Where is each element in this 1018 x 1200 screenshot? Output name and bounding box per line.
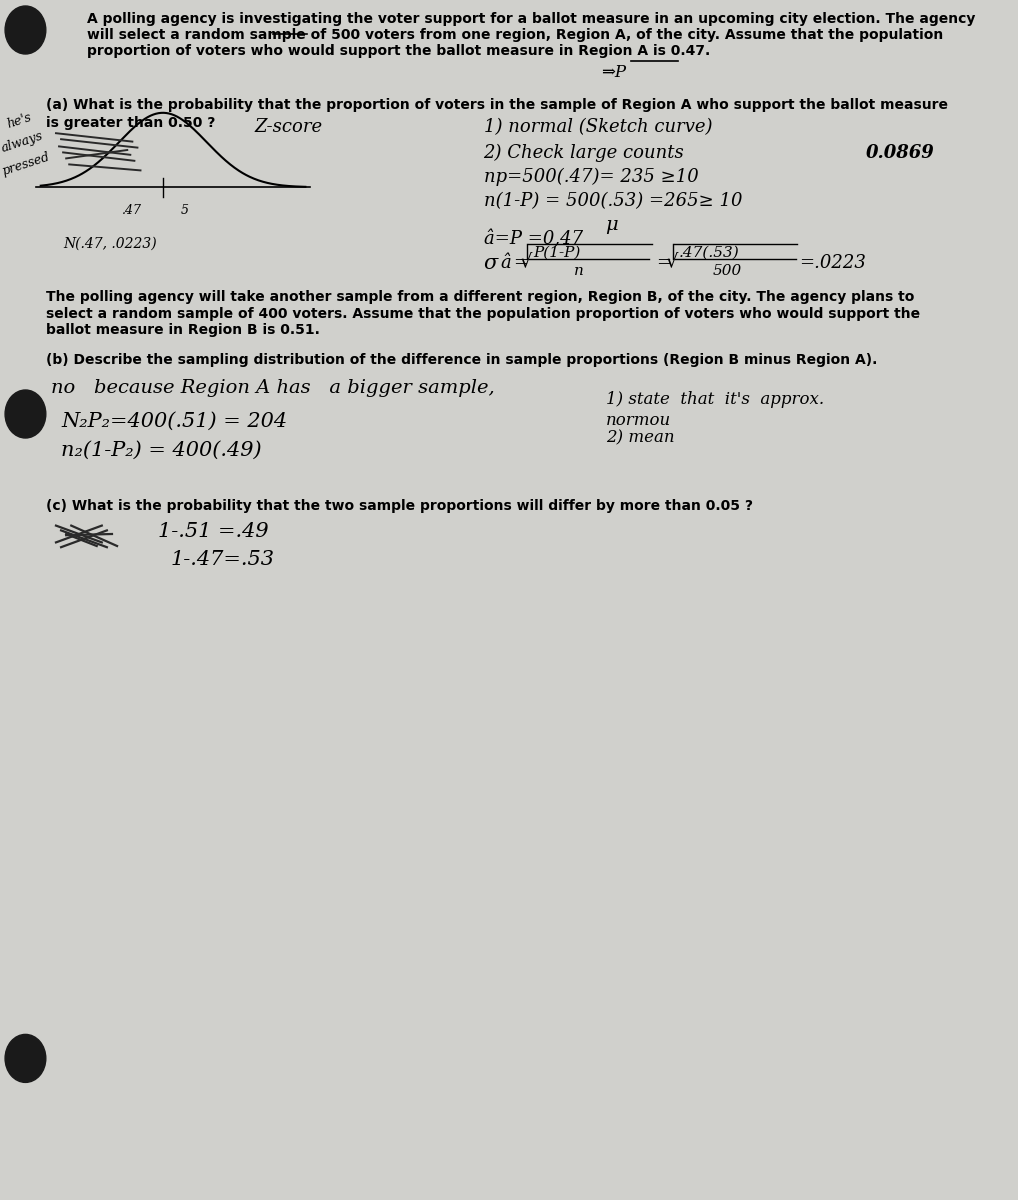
Text: √: √ (666, 252, 678, 270)
Text: P(1-P): P(1-P) (533, 246, 581, 260)
Text: 1-.47=.53: 1-.47=.53 (171, 550, 275, 569)
Text: =: = (513, 254, 528, 272)
Text: â: â (501, 254, 512, 272)
Text: μ: μ (605, 216, 617, 234)
Text: .47: .47 (122, 204, 143, 217)
Text: 5: 5 (181, 204, 189, 217)
Text: (b) Describe the sampling distribution of the difference in sample proportions (: (b) Describe the sampling distribution o… (46, 353, 878, 367)
Text: n: n (574, 264, 584, 278)
Text: â=P =0,47: â=P =0,47 (484, 230, 582, 248)
Text: n(1-P) = 500(.53) =265≥ 10: n(1-P) = 500(.53) =265≥ 10 (484, 192, 742, 210)
Text: (a) What is the probability that the proportion of voters in the sample of Regio: (a) What is the probability that the pro… (46, 98, 948, 113)
Text: =.0223: =.0223 (799, 254, 866, 272)
Circle shape (5, 1034, 46, 1082)
Text: 2) Check large counts: 2) Check large counts (484, 144, 684, 162)
Text: always: always (0, 130, 45, 155)
Text: is greater than 0.50 ?: is greater than 0.50 ? (46, 116, 215, 131)
Text: 500: 500 (713, 264, 742, 278)
Text: (c) What is the probability that the two sample proportions will differ by more : (c) What is the probability that the two… (46, 499, 752, 514)
Circle shape (5, 6, 46, 54)
Text: √: √ (519, 252, 531, 270)
Text: The polling agency will take another sample from a different region, Region B, o: The polling agency will take another sam… (46, 290, 920, 337)
Text: σ: σ (484, 254, 498, 274)
Text: n₂(1-P₂) = 400(.49): n₂(1-P₂) = 400(.49) (61, 440, 262, 460)
Text: .47(.53): .47(.53) (679, 246, 740, 260)
Text: np=500(.47)= 235 ≥10: np=500(.47)= 235 ≥10 (484, 168, 698, 186)
Text: 2) mean: 2) mean (606, 430, 674, 446)
Text: pressed: pressed (0, 150, 51, 178)
Text: N₂P₂=400(.51) = 204: N₂P₂=400(.51) = 204 (61, 412, 287, 431)
Text: A polling agency is investigating the voter support for a ballot measure in an u: A polling agency is investigating the vo… (87, 12, 975, 59)
Text: Z-score: Z-score (254, 118, 323, 136)
Text: normou: normou (606, 412, 671, 428)
Circle shape (5, 390, 46, 438)
Text: 1-.51 =.49: 1-.51 =.49 (158, 522, 269, 541)
Text: N(.47, .0223): N(.47, .0223) (63, 236, 157, 251)
Text: ⇒P: ⇒P (601, 64, 626, 80)
Text: =: = (657, 254, 672, 272)
Text: he's: he's (5, 110, 33, 131)
Text: no   because Region A has   a bigger sample,: no because Region A has a bigger sample, (51, 379, 495, 397)
Text: 1) state  that  it's  approx.: 1) state that it's approx. (606, 391, 824, 408)
Text: 0.0869: 0.0869 (865, 144, 935, 162)
Text: 1) normal (Sketch curve): 1) normal (Sketch curve) (484, 118, 712, 136)
